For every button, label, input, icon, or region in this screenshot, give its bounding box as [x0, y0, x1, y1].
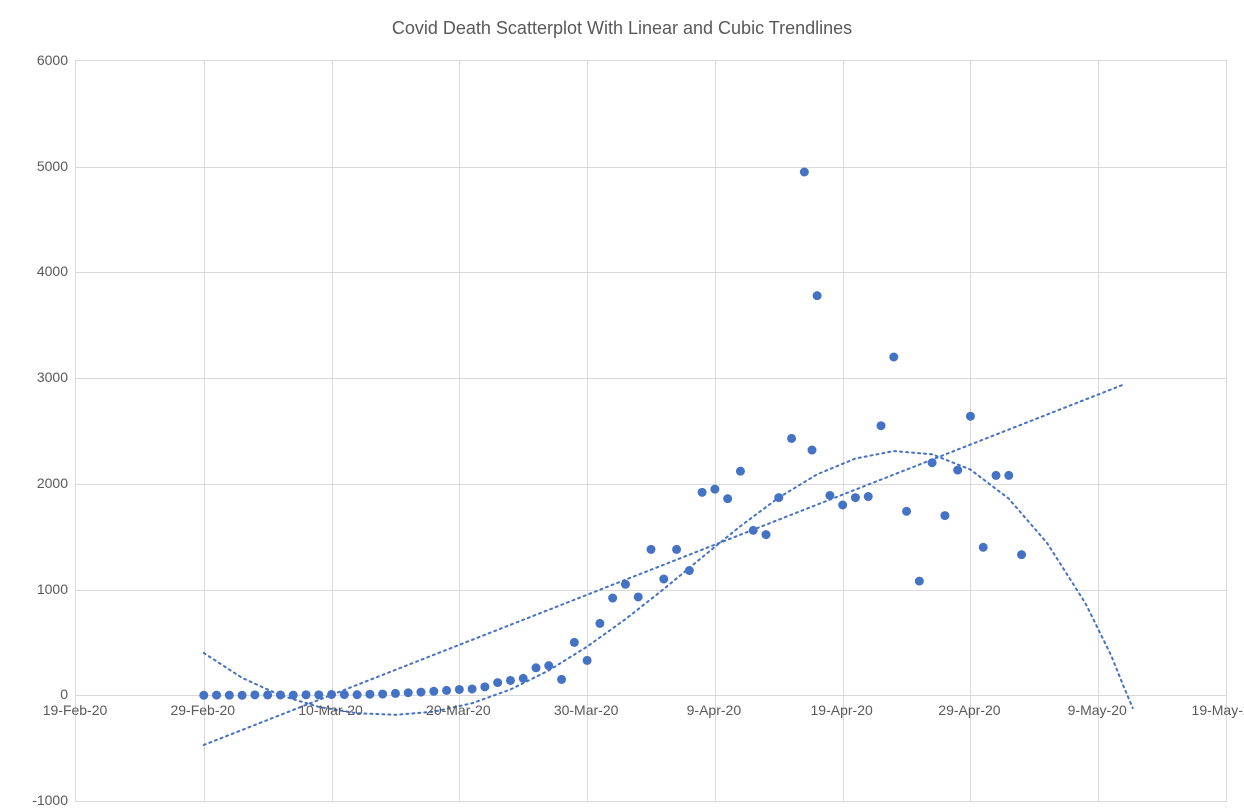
chart-svg — [76, 61, 1226, 801]
scatter-point — [953, 466, 962, 475]
scatter-point — [915, 577, 924, 586]
scatter-point — [378, 690, 387, 699]
cubic-trendline — [204, 451, 1133, 715]
scatter-point — [429, 687, 438, 696]
x-axis-tick-label: 10-Mar-20 — [298, 702, 363, 718]
scatter-point — [634, 592, 643, 601]
scatter-point — [519, 674, 528, 683]
scatter-point — [532, 663, 541, 672]
scatter-point — [314, 690, 323, 699]
y-axis-tick-label: 5000 — [13, 158, 68, 174]
scatter-point — [212, 691, 221, 700]
scatter-point — [480, 682, 489, 691]
scatter-point — [557, 675, 566, 684]
y-axis-tick-label: 1000 — [13, 581, 68, 597]
scatter-point — [442, 686, 451, 695]
x-axis-tick-label: 19-May-20 — [1192, 702, 1244, 718]
scatter-point — [825, 491, 834, 500]
scatter-point — [583, 656, 592, 665]
scatter-point — [289, 691, 298, 700]
scatter-point — [940, 511, 949, 520]
x-axis-tick-label: 30-Mar-20 — [554, 702, 619, 718]
scatter-point — [417, 688, 426, 697]
scatter-point — [838, 501, 847, 510]
scatter-point — [659, 575, 668, 584]
x-axis-tick-label: 9-Apr-20 — [687, 702, 741, 718]
scatter-point — [250, 690, 259, 699]
scatter-point — [966, 412, 975, 421]
scatter-point — [404, 688, 413, 697]
scatter-point — [672, 545, 681, 554]
scatter-point — [276, 690, 285, 699]
scatter-point — [808, 446, 817, 455]
scatter-point — [238, 691, 247, 700]
scatter-point — [353, 690, 362, 699]
scatter-point — [493, 678, 502, 687]
x-axis-tick-label: 19-Feb-20 — [43, 702, 108, 718]
plot-area — [75, 60, 1227, 802]
scatter-point — [544, 661, 553, 670]
scatter-point — [787, 434, 796, 443]
chart-title: Covid Death Scatterplot With Linear and … — [0, 18, 1244, 39]
y-axis-tick-label: -1000 — [13, 792, 68, 808]
scatter-point — [1004, 471, 1013, 480]
scatter-point — [391, 689, 400, 698]
scatter-point — [506, 676, 515, 685]
scatter-point — [864, 492, 873, 501]
scatter-point — [928, 458, 937, 467]
chart-container: Covid Death Scatterplot With Linear and … — [0, 0, 1244, 812]
scatter-point — [327, 690, 336, 699]
x-axis-tick-label: 29-Apr-20 — [938, 702, 1000, 718]
y-axis-tick-label: 4000 — [13, 263, 68, 279]
scatter-point — [992, 471, 1001, 480]
scatter-point — [468, 684, 477, 693]
scatter-point — [199, 691, 208, 700]
x-axis-tick-label: 19-Apr-20 — [811, 702, 873, 718]
scatter-point — [570, 638, 579, 647]
scatter-point — [685, 566, 694, 575]
x-axis-tick-label: 20-Mar-20 — [426, 702, 491, 718]
scatter-point — [762, 530, 771, 539]
scatter-point — [608, 594, 617, 603]
scatter-point — [647, 545, 656, 554]
scatter-point — [263, 690, 272, 699]
scatter-point — [621, 580, 630, 589]
x-axis-tick-label: 9-May-20 — [1068, 702, 1127, 718]
y-axis-tick-label: 3000 — [13, 369, 68, 385]
scatter-point — [889, 353, 898, 362]
scatter-point — [877, 421, 886, 430]
scatter-point — [723, 494, 732, 503]
scatter-point — [774, 493, 783, 502]
scatter-point — [365, 690, 374, 699]
scatter-point — [225, 691, 234, 700]
scatter-point — [302, 690, 311, 699]
y-axis-tick-label: 2000 — [13, 475, 68, 491]
scatter-point — [710, 485, 719, 494]
y-axis-tick-label: 0 — [13, 686, 68, 702]
x-axis-tick-label: 29-Feb-20 — [170, 702, 235, 718]
scatter-point — [595, 619, 604, 628]
scatter-point — [455, 685, 464, 694]
scatter-point — [1017, 550, 1026, 559]
scatter-point — [800, 168, 809, 177]
scatter-point — [851, 493, 860, 502]
scatter-point — [813, 291, 822, 300]
scatter-point — [979, 543, 988, 552]
scatter-point — [736, 467, 745, 476]
y-axis-tick-label: 6000 — [13, 52, 68, 68]
scatter-point — [698, 488, 707, 497]
scatter-point — [902, 507, 911, 516]
scatter-point — [749, 526, 758, 535]
scatter-point — [340, 690, 349, 699]
